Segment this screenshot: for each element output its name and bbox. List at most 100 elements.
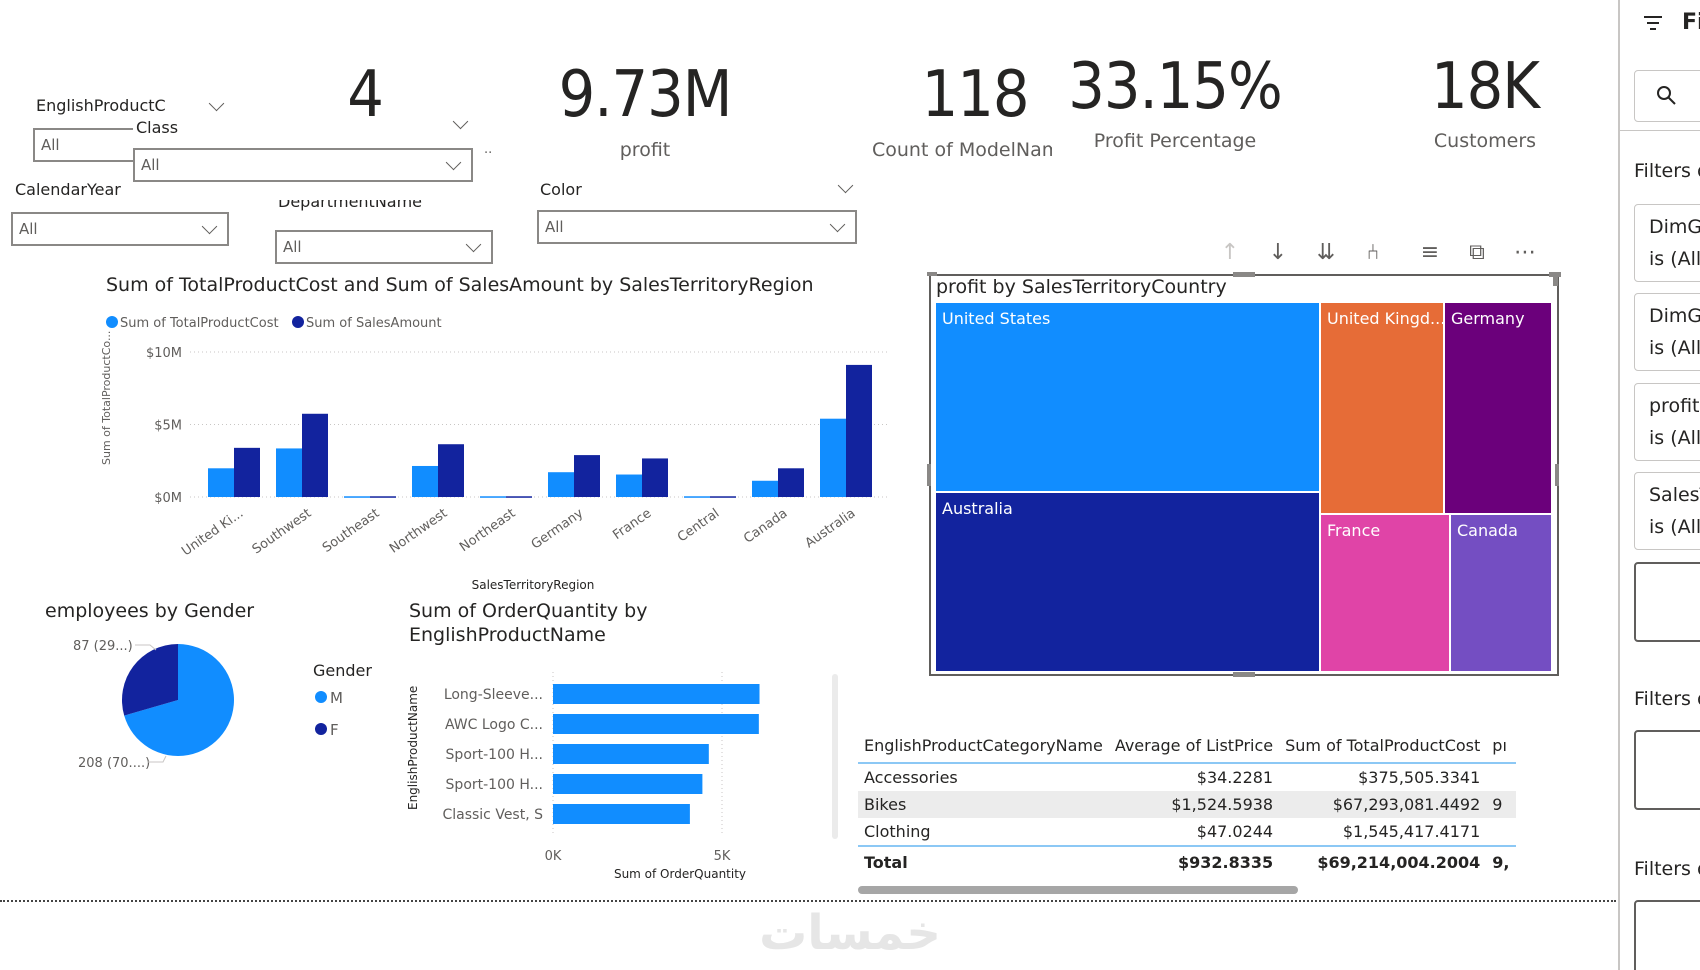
visual-header-toolbar: ↑ ↓ ⇊ ⑃ ≡ ⧉ ⋯ [1215, 240, 1575, 270]
slicer-calendar-year[interactable]: All [11, 212, 229, 246]
table-cell: $375,505.3341 [1358, 768, 1481, 787]
treemap-tile[interactable]: Canada [1450, 514, 1552, 672]
resize-handle[interactable] [1233, 672, 1255, 677]
x-tick-label: 5K [714, 849, 731, 864]
x-tick-label: Southwest [250, 506, 315, 557]
bar-total-product-cost [752, 480, 778, 497]
table-cell: $1,545,417.4171 [1342, 822, 1481, 841]
table-cell: $1,524.5938 [1108, 791, 1280, 818]
legend-title: Gender [313, 661, 372, 680]
bar-sales-amount [506, 496, 532, 498]
chevron-down-icon [201, 218, 218, 235]
card-label-profit: profit [619, 139, 671, 161]
table-cell: Bikes [858, 791, 1109, 818]
y-axis-label: Sum of TotalProductCo... [100, 331, 113, 465]
column-header[interactable]: pı [1486, 728, 1516, 764]
add-filter-drop-zone[interactable] [1634, 730, 1700, 810]
resize-handle[interactable] [927, 464, 931, 486]
y-tick-label: Long-Sleeve... [444, 687, 543, 703]
chevron-down-icon[interactable] [452, 113, 469, 130]
expand-hierarchy-icon[interactable]: ⑃ [1366, 240, 1380, 265]
chevron-down-icon[interactable] [837, 177, 854, 194]
slicer-title-calendar-year: CalendarYear [15, 180, 121, 199]
report-canvas: EnglishProductC All Class All ·· Calenda… [0, 50, 1616, 961]
drill-up-icon[interactable]: ↑ [1220, 240, 1240, 265]
y-axis-label: EnglishProductName [406, 686, 420, 810]
divider [1620, 130, 1700, 131]
column-chart-title: Sum of TotalProductCost and Sum of Sales… [106, 274, 814, 296]
pie-data-label: 208 (70....) [78, 756, 150, 771]
resize-handle[interactable] [927, 272, 937, 276]
y-tick-label: AWC Logo C... [445, 717, 543, 733]
filter-card-state: is (All) [1649, 248, 1700, 270]
filter-card[interactable]: SalesT is (All) [1634, 472, 1700, 550]
chevron-down-icon [829, 216, 846, 233]
expand-all-icon[interactable]: ⇊ [1316, 240, 1336, 265]
table-cell: Total [858, 845, 1109, 877]
bar-total-product-cost [276, 448, 302, 497]
table-header-row: EnglishProductCategoryName Average of Li… [858, 728, 1516, 764]
filter-card-field: profit [1649, 395, 1700, 417]
chevron-down-icon[interactable] [208, 95, 225, 112]
bar-chart-title-line2: EnglishProductName [409, 624, 606, 646]
filters-section-heading: Filters o [1634, 858, 1700, 880]
slicer-class[interactable]: All [133, 148, 473, 182]
treemap-tile-label: United Kingd... [1327, 309, 1444, 328]
x-tick-label: 0K [545, 849, 562, 864]
column-header[interactable]: EnglishProductCategoryName [858, 728, 1109, 764]
filter-card[interactable]: DimG is (All) [1634, 204, 1700, 282]
slicer-title-department: DepartmentName [278, 200, 423, 211]
x-tick-label: Germany [529, 506, 587, 553]
more-indicator: ·· [484, 146, 493, 161]
resize-handle[interactable] [1553, 272, 1558, 286]
pie-chart-title: employees by Gender [45, 600, 255, 622]
filter-search-input[interactable] [1634, 70, 1700, 122]
page-boundary [0, 900, 1616, 902]
filter-card[interactable]: profit is (All) [1634, 383, 1700, 461]
filter-card-state: is (All) [1649, 337, 1700, 359]
bar-total-product-cost [208, 468, 234, 497]
filter-card[interactable]: DimG is (All) [1634, 293, 1700, 371]
x-axis-label: Sum of OrderQuantity [614, 867, 746, 880]
bar-order-quantity [553, 804, 690, 824]
focus-mode-icon[interactable]: ⧉ [1469, 240, 1485, 265]
card-value-model-count: 118 [921, 58, 1030, 132]
legend-label: F [330, 721, 339, 739]
filter-card-field: SalesT [1649, 484, 1700, 506]
slicer-product-category[interactable]: All [33, 128, 133, 162]
bar-chart: 0K 5K Long-Sleeve... AWC Logo C... Sport-100… [406, 672, 838, 880]
x-tick-label: France [610, 506, 654, 543]
y-tick-label: Classic Vest, S [442, 807, 543, 823]
column-header[interactable]: Sum of TotalProductCost [1279, 728, 1487, 764]
table-horizontal-scrollbar[interactable] [858, 886, 1298, 894]
slicer-title-color: Color [540, 180, 582, 199]
table-cell: $34.2281 [1196, 768, 1274, 787]
add-filter-drop-zone[interactable] [1634, 900, 1700, 970]
filter-icon [1644, 12, 1664, 30]
treemap-tile[interactable]: United States [935, 302, 1320, 492]
add-filter-drop-zone[interactable] [1634, 562, 1700, 642]
more-options-icon[interactable]: ⋯ [1514, 240, 1536, 265]
column-chart: Sum of TotalProductCost Sum of SalesAmoun… [100, 316, 890, 592]
table-cell: Accessories [864, 768, 958, 787]
drill-down-icon[interactable]: ↓ [1268, 240, 1288, 265]
legend-label: Sum of TotalProductCost [120, 316, 279, 331]
bar-chart-title-line1: Sum of OrderQuantity by [409, 600, 648, 622]
treemap-title: profit by SalesTerritoryCountry [936, 276, 1227, 298]
y-tick-label: Sport-100 H... [446, 747, 543, 763]
category-table: EnglishProductCategoryName Average of Li… [858, 728, 1516, 877]
column-header[interactable]: Average of ListPrice [1108, 728, 1280, 764]
filter-icon[interactable]: ≡ [1420, 240, 1440, 265]
slicer-department[interactable]: All [275, 230, 493, 264]
resize-handle[interactable] [1555, 464, 1559, 486]
card-value-profit-percentage: 33.15% [1068, 50, 1283, 124]
treemap-tile[interactable]: France [1320, 514, 1450, 672]
bar-total-product-cost [344, 496, 370, 498]
treemap-tile[interactable]: United Kingd... [1320, 302, 1444, 514]
slicer-color[interactable]: All [537, 210, 857, 244]
pie-chart: 87 (29...) 208 (70....) Gender MF [73, 639, 372, 771]
resize-handle[interactable] [1233, 272, 1255, 277]
treemap-tile[interactable]: Germany [1444, 302, 1552, 514]
table-cell: Clothing [864, 822, 931, 841]
treemap-tile[interactable]: Australia [935, 492, 1320, 672]
